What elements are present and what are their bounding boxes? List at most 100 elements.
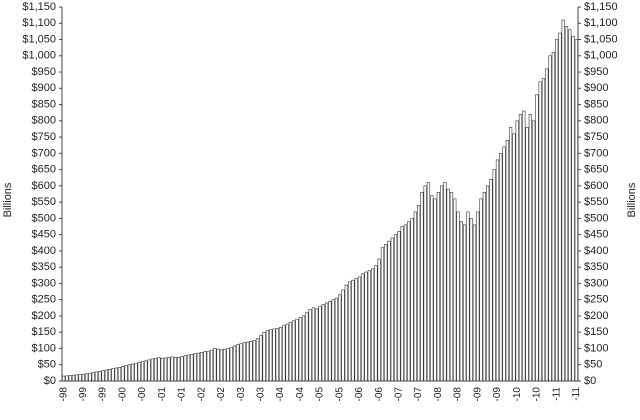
y2-tick-label: $250 [584, 294, 608, 306]
x-tick-label: -03 [255, 387, 266, 402]
y2-tick-label: $950 [584, 66, 608, 78]
bar [177, 356, 181, 382]
bar [170, 356, 174, 382]
bar [163, 357, 168, 382]
bar [71, 374, 76, 382]
bar [555, 39, 559, 382]
bar [476, 211, 480, 382]
bar [147, 359, 151, 382]
x-tick-label: -06 [354, 387, 365, 402]
bar [387, 240, 391, 382]
bar [180, 356, 184, 382]
x-tick-label: -01 [177, 387, 188, 402]
bar [482, 192, 486, 382]
bar [420, 192, 424, 382]
bar [183, 355, 187, 382]
bar [328, 301, 332, 382]
x-tick-label: -10 [532, 387, 543, 402]
bar [535, 94, 539, 382]
y2-tick-label: $500 [584, 212, 608, 224]
bar [101, 370, 105, 382]
bar [416, 205, 421, 382]
bar [509, 127, 513, 382]
bar [295, 318, 299, 382]
bar [167, 357, 171, 382]
bar [236, 344, 240, 382]
bar [564, 26, 569, 382]
y2-tick-label: $850 [584, 98, 608, 110]
y-tick-label: $400 [32, 245, 56, 257]
y2-tick-label: $1,000 [584, 50, 618, 62]
bar [384, 244, 388, 382]
bar [338, 294, 342, 382]
bar [154, 357, 158, 382]
y2-tick-label: $350 [584, 261, 608, 273]
bar [400, 226, 404, 382]
bar [413, 211, 417, 382]
y2-tick-label: $1,150 [584, 1, 618, 13]
y2-tick-label: $800 [584, 115, 608, 127]
y2-tick-label: $200 [584, 310, 608, 322]
bar [377, 258, 381, 382]
x-tick-label: -07 [413, 387, 424, 402]
bar [443, 182, 447, 382]
y2-tick-label: $400 [584, 245, 608, 257]
y2-tick-label: $900 [584, 82, 608, 94]
bar [315, 308, 319, 382]
bar [341, 289, 345, 382]
bar [137, 361, 141, 382]
bar [131, 363, 135, 382]
y-tick-label: $700 [32, 147, 56, 159]
bar [206, 350, 210, 382]
bar [193, 353, 197, 382]
bar [150, 358, 154, 382]
bar [144, 360, 148, 382]
bar [65, 375, 69, 382]
bar [367, 270, 371, 382]
bar [518, 114, 523, 382]
bar [551, 52, 555, 382]
bar [407, 221, 411, 382]
y-tick-label: $1,050 [22, 33, 56, 45]
x-tick-label: -08 [453, 387, 464, 402]
bar [502, 146, 506, 382]
y-tick-label: $0 [44, 375, 56, 387]
bar [459, 221, 463, 382]
y2-tick-label: $700 [584, 147, 608, 159]
y2-tick-label: $650 [584, 164, 608, 176]
bar [492, 169, 496, 382]
bar [278, 327, 283, 382]
y2-tick-label: $1,100 [584, 17, 618, 29]
x-tick-label: -11 [551, 387, 562, 401]
bar [364, 271, 368, 382]
bar [298, 317, 302, 382]
bar [288, 322, 293, 382]
y2-tick-label: $1,050 [584, 33, 618, 45]
bar [499, 153, 503, 382]
y-tick-label: $800 [32, 115, 56, 127]
bar [114, 367, 118, 382]
bar [334, 297, 339, 382]
y2-tick-label: $750 [584, 131, 608, 143]
y-tick-label: $1,150 [22, 1, 56, 13]
bar [219, 349, 224, 382]
bar [361, 273, 365, 382]
bar [200, 352, 204, 382]
bar [321, 304, 325, 382]
bar [370, 268, 375, 382]
bar [249, 341, 253, 382]
bar [157, 357, 161, 382]
bar [252, 340, 256, 382]
bar [242, 342, 247, 382]
bar [160, 357, 164, 382]
bar [94, 371, 99, 382]
bar [117, 367, 122, 382]
bar [223, 348, 227, 382]
bar [489, 179, 493, 382]
y2-tick-label: $100 [584, 342, 608, 354]
bar [78, 374, 82, 382]
bar [541, 78, 546, 382]
bar [196, 352, 201, 382]
bar [571, 35, 575, 382]
y2-tick-label: $550 [584, 196, 608, 208]
